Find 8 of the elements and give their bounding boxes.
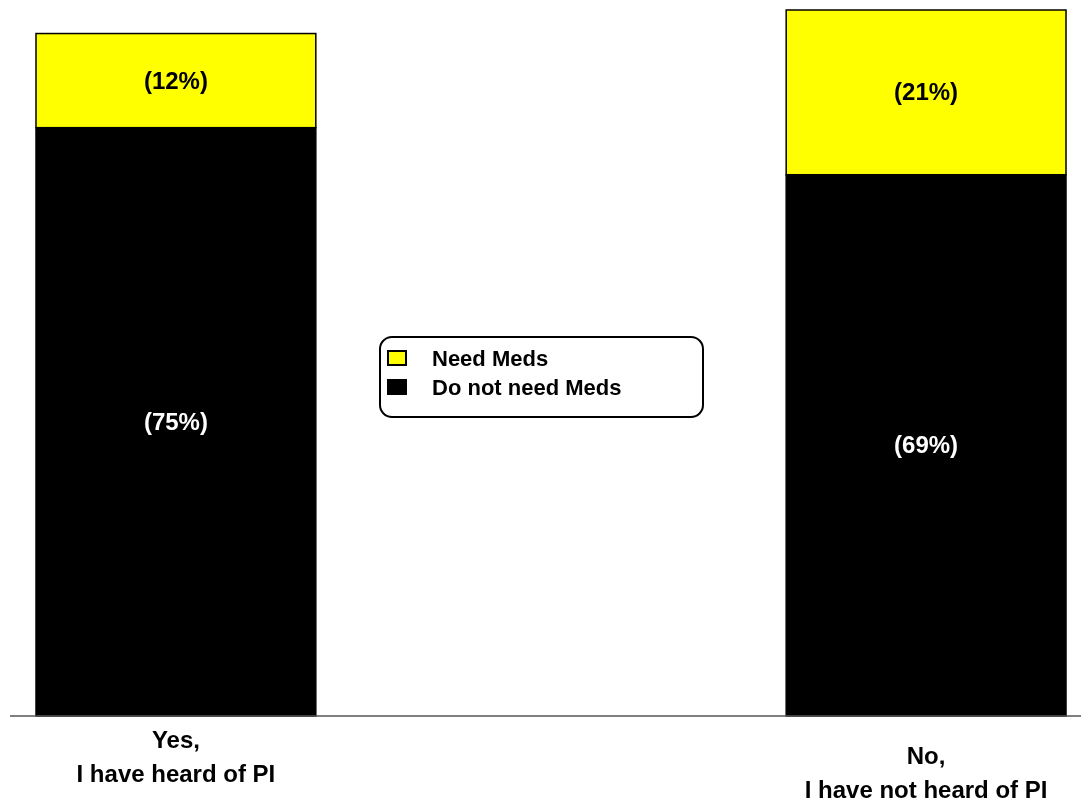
legend-label: Do not need Meds <box>432 375 622 400</box>
data-label: (12%) <box>143 66 208 94</box>
data-label: (69%) <box>894 431 959 459</box>
x-tick-label: Yes, I have heard of PI <box>76 726 276 787</box>
legend-label: Need Meds <box>432 346 549 371</box>
x-tick-label: No, I have not heard of PI <box>804 742 1048 803</box>
data-label: (21%) <box>894 78 959 106</box>
data-label: (75%) <box>143 407 208 435</box>
